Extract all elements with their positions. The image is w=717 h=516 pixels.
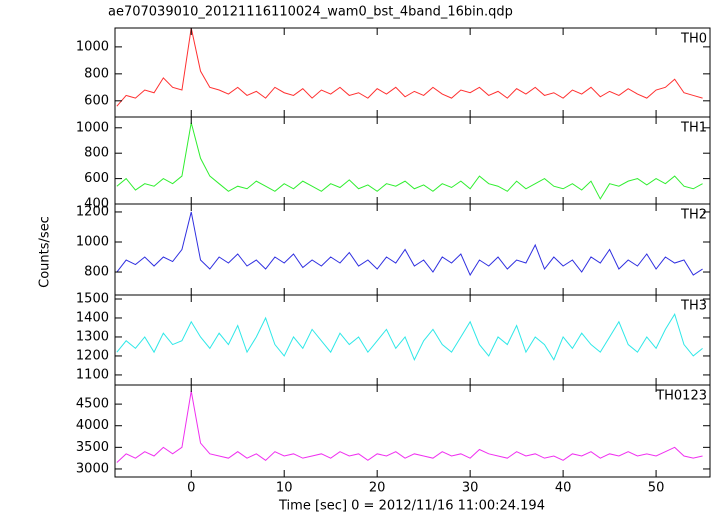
y-tick-label: 1500 (76, 291, 109, 306)
y-tick-label: 600 (84, 93, 109, 108)
y-tick-label: 600 (84, 171, 109, 186)
y-tick-label: 1000 (76, 39, 109, 54)
x-tick-label: 50 (648, 481, 665, 496)
y-tick-label: 4500 (76, 397, 109, 412)
data-line (116, 211, 703, 277)
x-tick-label: 0 (187, 481, 195, 496)
panel-frame (114, 294, 711, 386)
data-line (116, 312, 703, 361)
chart-title: ae707039010_20121116110024_wam0_bst_4ban… (108, 5, 513, 20)
x-tick-label: 20 (369, 481, 386, 496)
y-tick-label: 800 (84, 146, 109, 161)
y-tick-label: 400 (84, 197, 109, 212)
y-tick-label: 800 (84, 66, 109, 81)
x-tick-label: 40 (555, 481, 572, 496)
y-tick-label: 1200 (76, 204, 109, 219)
panel-label: TH2 (680, 208, 707, 223)
data-line (116, 122, 703, 200)
x-axis-label: Time [sec] 0 = 2012/11/16 11:00:24.194 (278, 499, 545, 514)
y-tick-label: 1300 (76, 329, 109, 344)
panel-label: TH0 (680, 32, 707, 47)
panel-label: TH3 (680, 299, 707, 314)
y-tick-label: 800 (84, 265, 109, 280)
panel-frame (114, 384, 711, 478)
y-tick-label: 1000 (76, 120, 109, 135)
x-tick-label: 10 (276, 481, 293, 496)
panel-frame (114, 27, 711, 118)
y-tick-label: 3000 (76, 461, 109, 476)
data-line (116, 391, 703, 463)
panel-label: TH1 (680, 121, 707, 136)
data-line (116, 28, 703, 107)
panel-frame (114, 116, 711, 205)
y-tick-label: 3500 (76, 440, 109, 455)
y-tick-label: 1000 (76, 234, 109, 249)
y-tick-label: 1200 (76, 348, 109, 363)
y-tick-label: 1100 (76, 367, 109, 382)
panel-frame (114, 203, 711, 296)
x-tick-label: 30 (462, 481, 479, 496)
y-axis-label: Counts/sec (38, 216, 53, 288)
y-tick-label: 4000 (76, 418, 109, 433)
panel-label: TH0123 (655, 389, 707, 404)
y-tick-label: 1400 (76, 310, 109, 325)
